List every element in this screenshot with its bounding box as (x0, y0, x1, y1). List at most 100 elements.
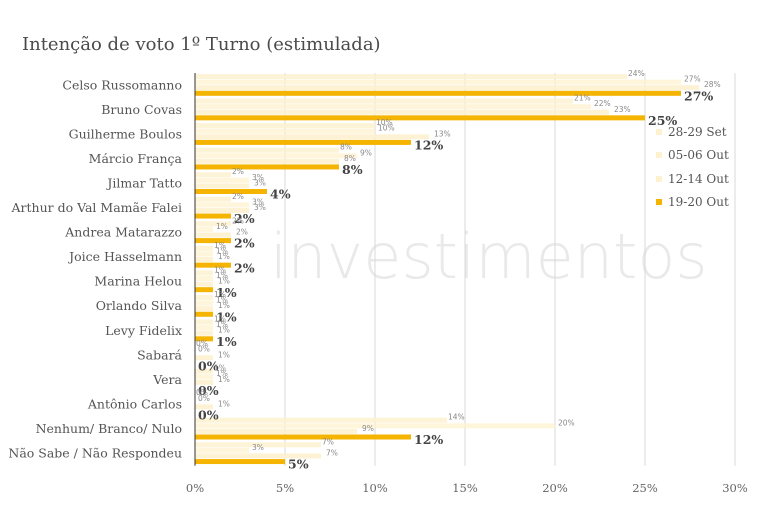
bar-28-29-set (195, 147, 339, 153)
data-label: 1% (218, 301, 230, 310)
bar-12-14-out (195, 355, 213, 361)
data-label: 2% (234, 236, 255, 251)
category-label: Arthur do Val Mamãe Falei (11, 200, 182, 215)
legend-swatch (656, 175, 662, 182)
legend-item: 12-14 Out (656, 167, 729, 191)
category-label: Celso Russomanno (62, 77, 182, 92)
bar-05-06-out (195, 79, 681, 85)
bar-28-29-set (195, 172, 231, 178)
data-label: 3% (254, 178, 266, 187)
legend-item: 19-20 Out (656, 191, 729, 215)
x-tick-label: 30% (722, 481, 748, 495)
category-label: Bruno Covas (101, 102, 182, 117)
data-label: 10% (378, 124, 395, 133)
bar-28-29-set (195, 221, 231, 227)
legend-label: 12-14 Out (668, 171, 729, 186)
bar-05-06-out (195, 104, 591, 110)
data-label: 1% (216, 285, 237, 300)
bar-05-06-out (195, 447, 249, 453)
data-label: 2% (232, 167, 244, 176)
bar-05-06-out (195, 276, 213, 281)
data-label: 8% (344, 154, 356, 163)
data-label: 0% (198, 383, 219, 398)
bar-28-29-set (195, 123, 375, 129)
bar-19-20-out (195, 287, 213, 293)
bar-12-14-out (195, 428, 357, 434)
x-tick-labels: 0% 5% 10% 15% 20% 25% 30% (186, 481, 748, 495)
data-label: 8% (340, 143, 352, 152)
data-label: 1% (214, 315, 226, 324)
data-label: 0% (198, 345, 210, 354)
bar-19-20-out (195, 434, 411, 440)
data-label: 2% (236, 228, 248, 237)
bar-28-29-set (195, 294, 213, 300)
data-label: 12% (414, 432, 443, 447)
bar-05-06-out (195, 177, 249, 183)
data-label: 1% (216, 334, 237, 349)
data-label: 28% (704, 80, 721, 89)
data-label: 1% (216, 271, 228, 280)
chart-title: Intenção de voto 1º Turno (estimulada) (22, 34, 381, 55)
data-label: 1% (218, 399, 230, 408)
bar-28-29-set (195, 417, 447, 423)
data-label: 27% (684, 88, 713, 103)
data-label: 3% (252, 443, 264, 452)
data-label: 7% (326, 448, 338, 457)
legend-swatch (656, 199, 662, 206)
bar-12-14-out (195, 330, 213, 336)
bar-12-14-out (195, 379, 213, 385)
bar-12-14-out (195, 281, 213, 287)
bar-19-20-out (195, 213, 231, 219)
bar-19-20-out (195, 139, 411, 145)
data-label: 7% (322, 437, 334, 446)
bar-19-20-out (195, 238, 231, 244)
data-label: 1% (218, 277, 230, 286)
data-label: 1% (214, 241, 226, 250)
bar-12-14-out (195, 158, 339, 164)
x-tick-label: 5% (276, 481, 294, 495)
bar-05-06-out (195, 226, 213, 232)
bar-28-29-set (195, 270, 213, 276)
bar-05-06-out (195, 128, 375, 134)
data-label: 2% (232, 216, 244, 225)
data-label: 0% (198, 408, 219, 423)
legend: 28-29 Set 05-06 Out 12-14 Out 19-20 Out (656, 120, 729, 214)
bar-12-14-out (195, 453, 321, 459)
legend-label: 05-06 Out (668, 148, 729, 163)
category-label: Não Sabe / Não Respondeu (8, 446, 182, 461)
data-label: 4% (270, 187, 291, 202)
data-label: 20% (558, 418, 575, 427)
bar-28-29-set (195, 319, 213, 325)
data-labels: 24%27%28%27%21%22%23%25%10%10%13%12%8%9%… (196, 69, 721, 472)
bar-28-29-set (195, 368, 213, 374)
data-label: 2% (232, 192, 244, 201)
data-label: 9% (360, 148, 372, 157)
bar-12-14-out (195, 257, 213, 263)
data-label: 1% (216, 309, 237, 324)
category-label: Vera (152, 372, 182, 387)
bar-05-06-out (195, 300, 213, 306)
data-label: 27% (684, 75, 701, 84)
x-tick-label: 25% (632, 481, 658, 495)
x-tick-label: 15% (452, 481, 478, 495)
data-label: 3% (254, 203, 266, 212)
legend-item: 05-06 Out (656, 144, 729, 168)
bar-28-29-set (195, 74, 627, 79)
data-label: 1% (214, 364, 226, 373)
bars (195, 74, 699, 465)
bar-05-06-out (195, 202, 249, 208)
data-label: 1% (216, 296, 228, 305)
data-label: 23% (614, 105, 631, 114)
bar-19-20-out (195, 262, 231, 268)
bar-12-14-out (195, 134, 429, 140)
data-label: 5% (288, 457, 309, 472)
category-label: Levy Fidelix (105, 323, 182, 338)
category-label: Orlando Silva (96, 298, 183, 313)
data-label: 25% (648, 113, 677, 128)
legend-label: 28-29 Set (668, 124, 727, 139)
category-label: Jilmar Tatto (105, 175, 182, 190)
legend-swatch (656, 152, 662, 159)
category-label: Nenhum/ Branco/ Nulo (36, 421, 182, 436)
gridlines (284, 73, 736, 466)
